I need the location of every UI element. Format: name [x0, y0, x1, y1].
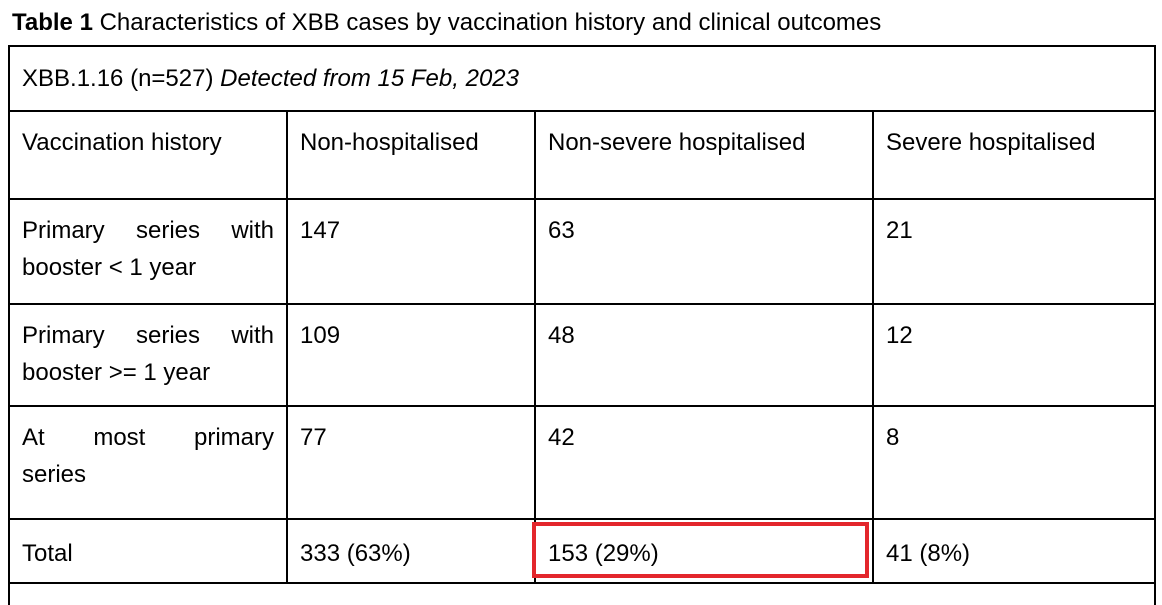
cell-non-severe-hospitalised: 48	[534, 305, 872, 405]
cell-non-hospitalised: 77	[286, 407, 534, 518]
table-title-row: XBB.1.16 (n=527) Detected from 15 Feb, 2…	[10, 47, 1154, 112]
total-non-severe-hospitalised: 153 (29%)	[534, 520, 872, 582]
total-non-hospitalised: 333 (63%)	[286, 520, 534, 582]
table-title-italic: Detected from 15 Feb, 2023	[220, 65, 519, 92]
cell-non-severe-hospitalised: 63	[534, 200, 872, 303]
header-vaccination-history: Vaccination history	[22, 129, 222, 156]
total-label: Total	[22, 540, 73, 567]
cell-severe-hospitalised: 21	[872, 200, 1154, 303]
outcomes-table: XBB.1.16 (n=527) Detected from 15 Feb, 2…	[8, 45, 1156, 605]
table-row: Primary series with booster >= 1 year 10…	[10, 305, 1154, 407]
table-row: At most primary series 77 42 8	[10, 407, 1154, 520]
total-severe-hospitalised: 41 (8%)	[872, 520, 1154, 582]
table-caption: Table 1 Characteristics of XBB cases by …	[12, 8, 881, 38]
table-header-row: Vaccination history Non-hospitalised Non…	[10, 112, 1154, 200]
table-caption-text: Characteristics of XBB cases by vaccinat…	[92, 9, 882, 36]
row-label: Primary series with booster >= 1 year	[22, 322, 274, 386]
cell-severe-hospitalised: 12	[872, 305, 1154, 405]
row-label: Primary series with booster < 1 year	[22, 217, 274, 281]
table-title-cell: XBB.1.16 (n=527) Detected from 15 Feb, 2…	[10, 47, 1154, 110]
table-caption-label: Table 1	[12, 9, 93, 36]
header-non-hospitalised: Non-hospitalised	[286, 112, 534, 198]
header-non-severe-hospitalised: Non-severe hospitalised	[534, 112, 872, 198]
cell-non-hospitalised: 109	[286, 305, 534, 405]
row-label-line1: At most primary	[22, 424, 274, 451]
cell-severe-hospitalised: 8	[872, 407, 1154, 518]
cell-non-hospitalised: 147	[286, 200, 534, 303]
row-label-line2: series	[22, 461, 87, 488]
cell-non-severe-hospitalised: 42	[534, 407, 872, 518]
table-row: Primary series with booster < 1 year 147…	[10, 200, 1154, 305]
header-severe-hospitalised: Severe hospitalised	[872, 112, 1154, 198]
table-total-row: Total 333 (63%) 153 (29%) 41 (8%)	[10, 520, 1154, 584]
table-title-plain: XBB.1.16 (n=527)	[22, 65, 221, 92]
row-label: At most primary series	[10, 407, 286, 518]
